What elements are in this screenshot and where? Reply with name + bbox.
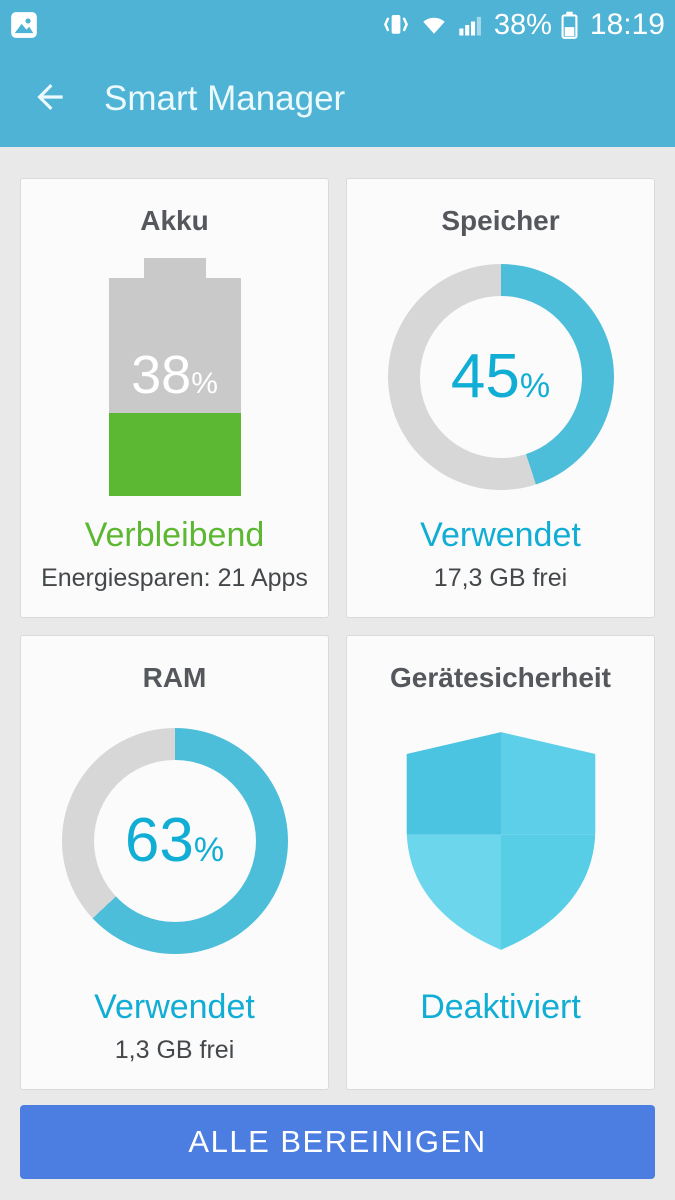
- storage-donut-hole: [419, 295, 582, 458]
- screenshot-icon: [10, 11, 38, 39]
- battery-gauge-fill: [108, 412, 241, 496]
- security-card[interactable]: Gerätesicherheit Deaktiviert: [346, 635, 655, 1090]
- storage-percent-label: 45%: [450, 341, 551, 411]
- cards-grid: Akku 38% Verbleibend Energiesparen: 21 A…: [0, 147, 675, 1090]
- battery-status: Verbleibend: [84, 515, 265, 554]
- battery-gauge-cap: [143, 257, 206, 278]
- back-button[interactable]: [24, 73, 76, 125]
- status-bar-left: [10, 11, 38, 39]
- storage-card-title: Speicher: [441, 205, 560, 236]
- status-bar-right: 38% 18:19: [381, 10, 665, 40]
- battery-icon: [561, 11, 578, 39]
- vibrate-icon: [381, 10, 411, 40]
- page-title: Smart Manager: [104, 78, 346, 118]
- storage-donut-chart: 45%: [387, 263, 614, 490]
- storage-card[interactable]: Speicher 45% Verwendet 17,3 GB frei: [346, 178, 655, 618]
- wifi-icon: [420, 11, 448, 39]
- arrow-left-icon: [31, 78, 69, 119]
- status-battery-percent: 38%: [493, 8, 552, 41]
- ram-percent-label: 63%: [124, 806, 225, 876]
- battery-card[interactable]: Akku 38% Verbleibend Energiesparen: 21 A…: [20, 178, 329, 618]
- shield-icon: [397, 727, 605, 955]
- battery-percent-label: 38%: [131, 344, 218, 405]
- battery-gauge: 38%: [108, 257, 241, 496]
- signal-icon: [457, 11, 485, 39]
- app-bar: Smart Manager: [0, 50, 675, 147]
- status-bar: 38% 18:19: [0, 0, 675, 50]
- battery-card-title: Akku: [140, 205, 209, 236]
- security-card-title: Gerätesicherheit: [390, 662, 611, 693]
- storage-status: Verwendet: [420, 515, 581, 554]
- security-status: Deaktiviert: [420, 987, 581, 1026]
- ram-status: Verwendet: [94, 987, 255, 1026]
- ram-donut-hole: [93, 760, 256, 923]
- ram-donut-chart: 63%: [61, 728, 288, 955]
- ram-detail: 1,3 GB frei: [114, 1035, 235, 1064]
- battery-detail: Energiesparen: 21 Apps: [41, 563, 308, 592]
- battery-gauge-body: 38%: [108, 277, 241, 496]
- clean-all-button[interactable]: ALLE BEREINIGEN: [20, 1105, 655, 1179]
- status-clock: 18:19: [589, 8, 665, 41]
- ram-card-title: RAM: [142, 662, 207, 693]
- storage-detail: 17,3 GB frei: [433, 563, 568, 592]
- ram-card[interactable]: RAM 63% Verwendet 1,3 GB frei: [20, 635, 329, 1090]
